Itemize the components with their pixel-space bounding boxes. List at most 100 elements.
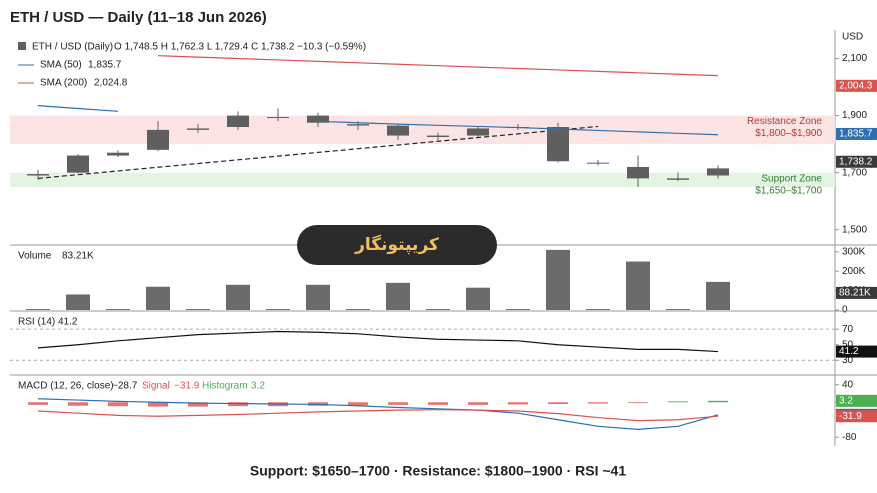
candle-body — [387, 125, 409, 136]
candle-body — [187, 128, 209, 130]
volume-bar — [146, 286, 170, 310]
candle-body — [27, 174, 49, 176]
histogram-bar — [348, 402, 368, 406]
y-tick-label: -80 — [842, 432, 857, 443]
histogram-bar — [188, 402, 208, 407]
histogram-bar — [28, 402, 48, 405]
candle-body — [547, 127, 569, 162]
price-badge-label: 2,004.3 — [839, 80, 873, 91]
axis-label: USD — [842, 32, 863, 43]
footer: Support: $1650–1700 · Resistance: $1800–… — [250, 463, 626, 479]
price-badge-label: 1,835.7 — [839, 129, 873, 140]
candle-body — [627, 166, 649, 179]
legend-name: SMA (200) — [40, 78, 87, 89]
price-badge-label: 1,738.2 — [839, 156, 873, 167]
price-badge — [836, 286, 877, 299]
sma-line — [157, 55, 719, 77]
volume-bar — [386, 282, 410, 310]
sma-line — [37, 105, 719, 136]
legend-name: Signal — [142, 381, 170, 392]
zone-label: Resistance Zone — [747, 116, 822, 127]
legend-symbol: ETH / USD (Daily) — [32, 42, 113, 53]
candle-body — [307, 115, 329, 123]
price-badge — [836, 345, 877, 358]
histogram-bar — [708, 400, 728, 403]
legend-value: −31.9 — [174, 381, 200, 392]
y-tick-label: 50 — [842, 339, 854, 350]
y-tick-label: 1,900 — [842, 110, 867, 121]
volume-bar — [626, 261, 650, 310]
macd-line — [37, 398, 719, 430]
price-badge-label: 3.2 — [839, 395, 853, 406]
histogram-bar — [428, 402, 448, 405]
histogram-bar — [548, 402, 568, 404]
legend-value: 1,835.7 — [88, 60, 122, 71]
y-tick-label: 70 — [842, 324, 854, 335]
zone — [10, 115, 835, 145]
histogram-bar — [148, 402, 168, 407]
volume-bar — [306, 284, 330, 310]
candle-body — [427, 135, 449, 137]
price-badge — [836, 155, 877, 168]
volume-bar — [66, 294, 90, 310]
histogram-bar — [228, 402, 248, 407]
candle-body — [227, 115, 249, 128]
macd-line — [37, 409, 719, 422]
y-tick-label: 2,100 — [842, 53, 867, 64]
watermark: کریپتونگار — [297, 225, 497, 265]
price-badge — [836, 79, 877, 92]
panel-value: 41.2 — [58, 317, 78, 328]
price-badge — [836, 127, 877, 140]
legend-value: −28.7 — [112, 381, 138, 392]
y-tick-label: 40 — [842, 379, 854, 390]
candle-body — [147, 129, 169, 150]
price-badge-label: 88.21K — [839, 288, 871, 299]
candle-body — [587, 162, 609, 164]
histogram-bar — [508, 402, 528, 405]
legend-ohlc: O 1,748.5 H 1,762.3 L 1,729.4 C 1,738.2 … — [114, 42, 366, 53]
y-tick-label: 1,500 — [842, 224, 867, 235]
y-tick-label: 300K — [842, 246, 866, 257]
volume-bar — [426, 309, 450, 310]
candle-body — [467, 128, 489, 136]
volume-bar — [346, 309, 370, 310]
candle-body — [267, 117, 289, 119]
volume-bar — [266, 309, 290, 310]
legend-value: 2,024.8 — [94, 78, 128, 89]
trendline — [37, 125, 599, 179]
candle-body — [667, 178, 689, 180]
volume-bar — [546, 249, 570, 310]
title: ETH / USD — Daily (11–18 Jun 2026) — [10, 9, 267, 26]
y-tick-label: 30 — [842, 355, 854, 366]
legend-name: Histogram — [202, 381, 248, 392]
legend-value: 3.2 — [251, 381, 265, 392]
panel-title: RSI (14) — [18, 317, 55, 328]
y-tick-label: 1,700 — [842, 167, 867, 178]
volume-bar — [506, 309, 530, 310]
rsi-line — [37, 330, 719, 353]
zone-range: $1,650–$1,700 — [755, 185, 822, 196]
price-badge-label: 41.2 — [839, 346, 859, 357]
histogram-bar — [108, 402, 128, 407]
volume-bar — [226, 284, 250, 310]
panel-value: 83.21K — [62, 251, 94, 262]
zone-label: Support Zone — [761, 173, 822, 184]
volume-bar — [186, 309, 210, 310]
volume-bar — [106, 309, 130, 310]
candle-body — [707, 168, 729, 176]
legend-swatch — [18, 42, 26, 50]
legend-name: SMA (50) — [40, 60, 82, 71]
zone-range: $1,800–$1,900 — [755, 128, 822, 139]
y-tick-label: 0 — [842, 305, 848, 316]
histogram-bar — [468, 402, 488, 405]
volume-bar — [26, 309, 50, 310]
histogram-bar — [668, 401, 688, 403]
y-tick-label: 200K — [842, 266, 866, 277]
panel-title: Volume — [18, 251, 52, 262]
histogram-bar — [68, 402, 88, 406]
histogram-bar — [388, 402, 408, 405]
price-badge-label: -31.9 — [839, 411, 862, 422]
volume-bar — [666, 309, 690, 310]
